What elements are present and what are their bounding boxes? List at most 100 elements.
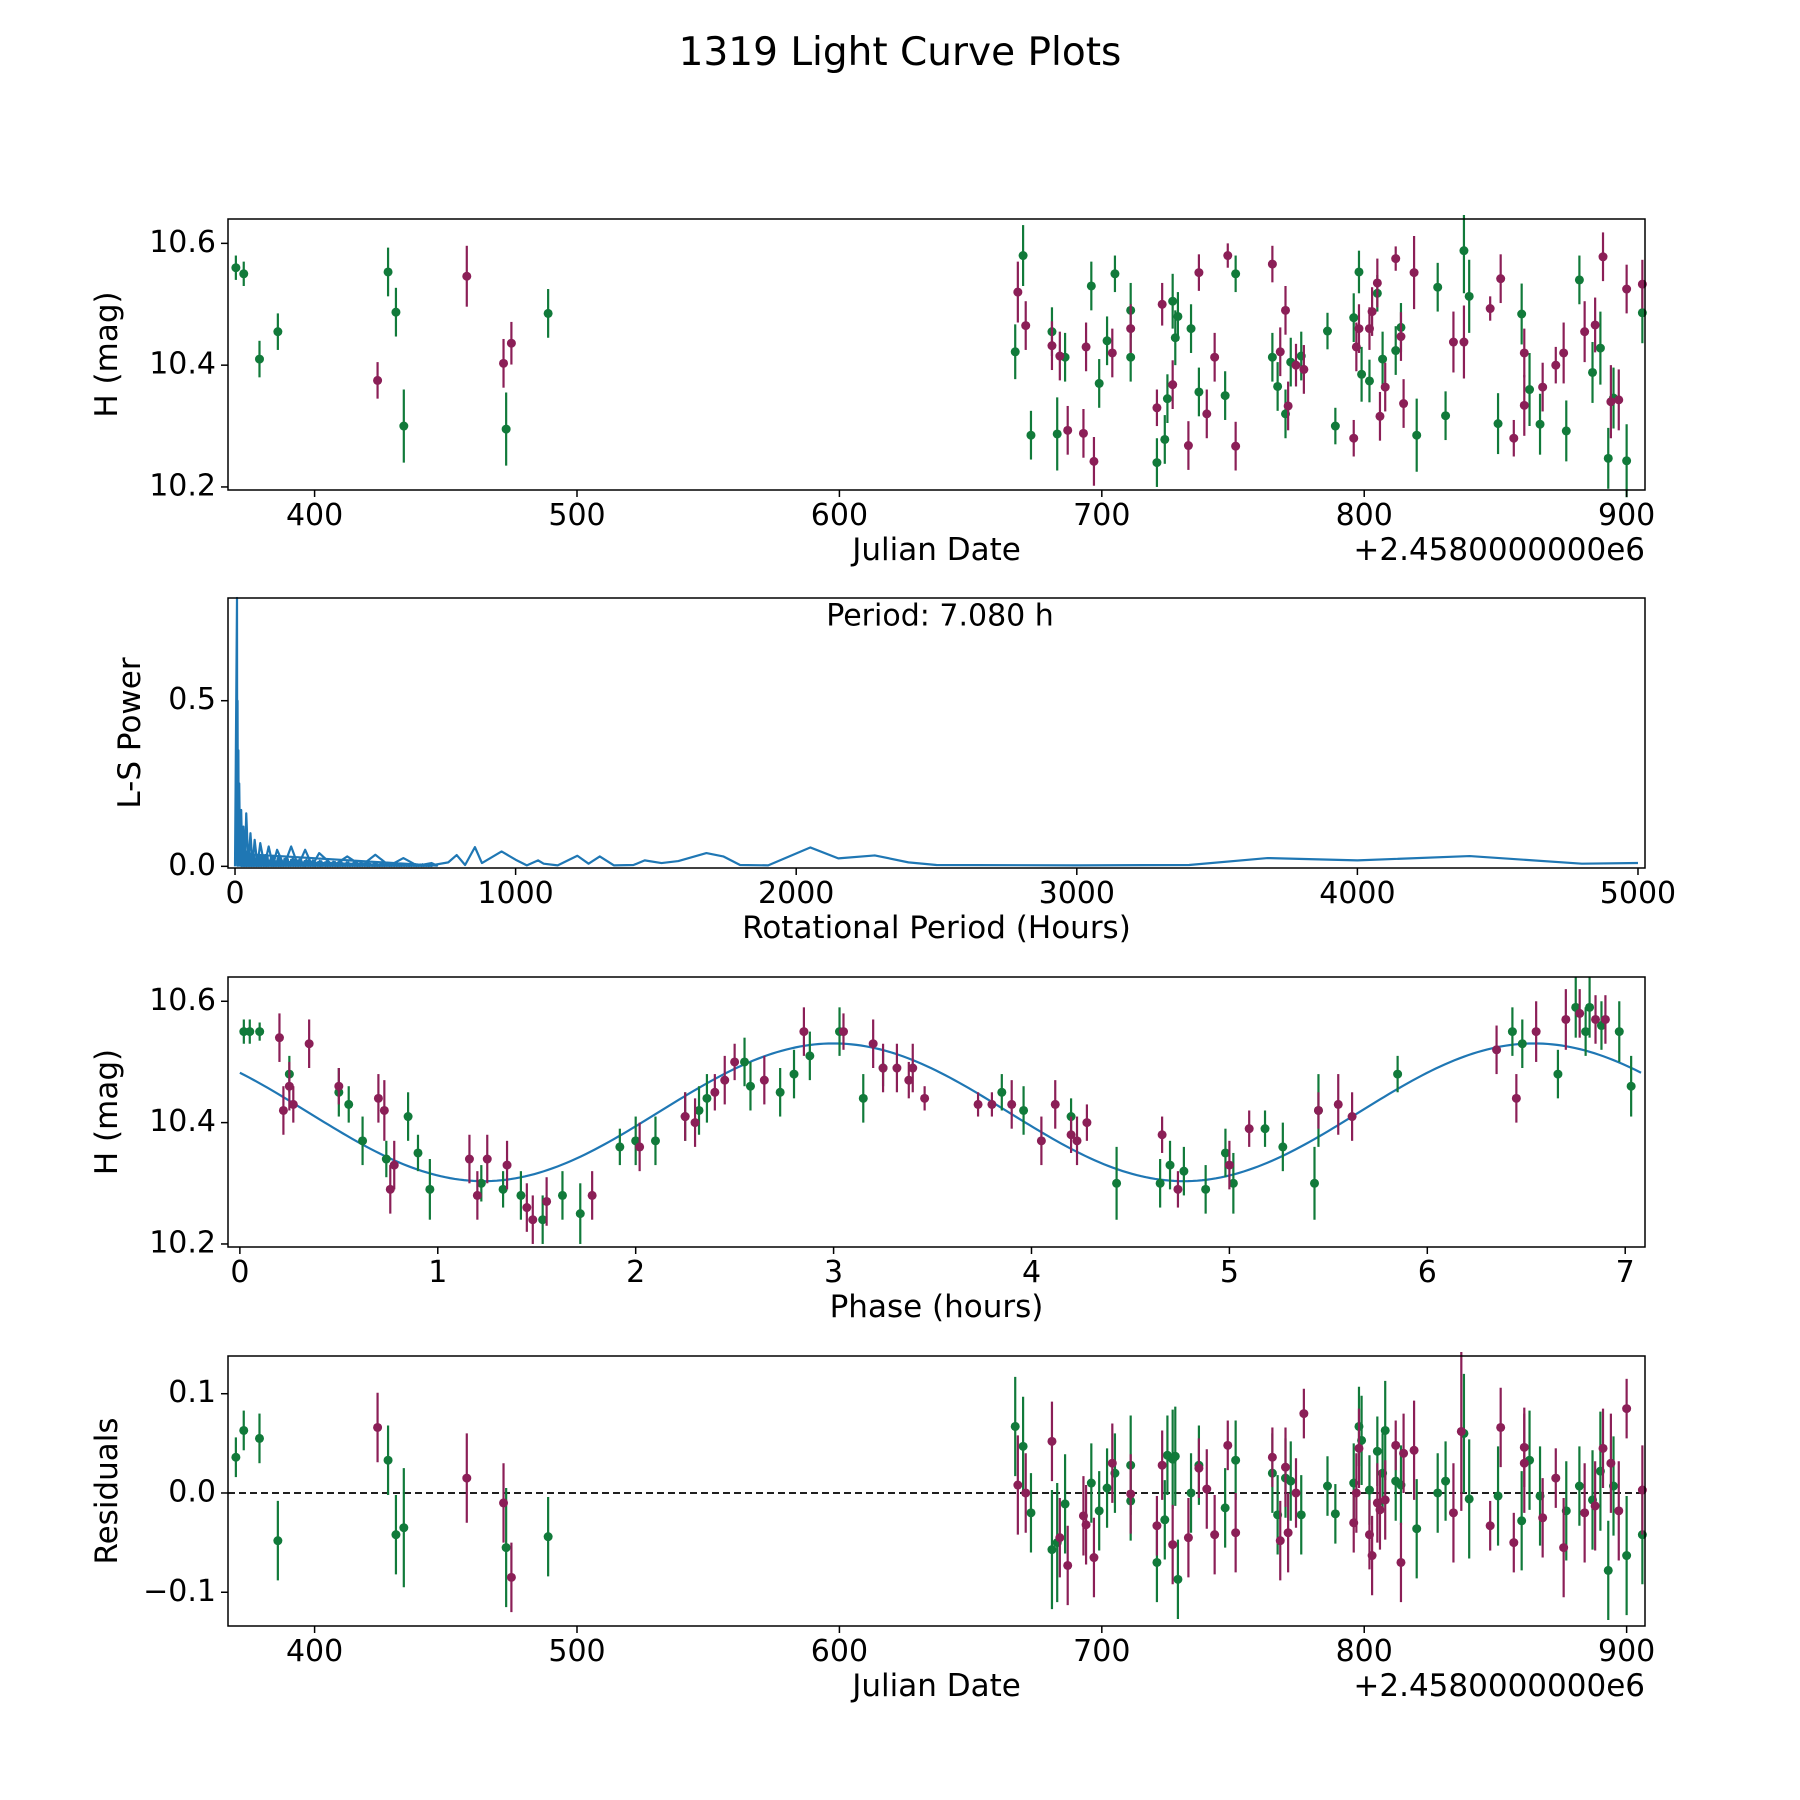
data-point: [542, 1196, 552, 1206]
data-point: [1026, 430, 1036, 440]
data-point: [1107, 348, 1117, 358]
data-point: [1086, 281, 1096, 291]
data-point: [344, 1099, 354, 1109]
data-point: [1412, 1524, 1422, 1534]
x-tick-label: 2: [626, 1255, 645, 1290]
data-point: [1493, 1491, 1503, 1501]
phased-panel: 0 1 2 3 4 5 6 7 10.2 10.4 10.6 Phase (hours) H (mag): [89, 976, 1646, 1325]
data-point: [1186, 324, 1196, 334]
data-point: [635, 1142, 645, 1152]
data-point: [1367, 307, 1377, 317]
data-point: [543, 308, 553, 318]
data-point: [476, 1178, 486, 1188]
data-point: [1511, 1093, 1521, 1103]
data-point: [1286, 1476, 1296, 1486]
x-tick-label: 1: [428, 1255, 447, 1290]
data-point: [1559, 348, 1569, 358]
sinusoid-model-curve: [239, 1042, 1642, 1183]
data-point: [1519, 348, 1529, 358]
data-point: [1380, 1425, 1390, 1435]
data-point: [1168, 380, 1178, 390]
data-point: [1275, 347, 1285, 357]
x-tick-label: 400: [286, 1634, 343, 1669]
data-point: [1052, 429, 1062, 439]
x-tick-label: 0: [225, 876, 244, 911]
data-point: [1525, 385, 1535, 395]
y-axis-label: H (mag): [89, 291, 125, 417]
data-point: [1152, 1557, 1162, 1567]
data-point: [1160, 1515, 1170, 1525]
data-point: [1459, 246, 1469, 256]
data-point: [1273, 381, 1283, 391]
y-tick-label: 10.2: [149, 1225, 216, 1260]
data-point: [997, 1087, 1007, 1097]
data-point: [1581, 1027, 1591, 1037]
data-point: [1456, 1426, 1466, 1436]
data-point: [1010, 1421, 1020, 1431]
x-tick-label: 400: [286, 498, 343, 533]
data-point: [1399, 1448, 1409, 1458]
data-point: [1082, 1118, 1092, 1128]
data-point: [1223, 1440, 1233, 1450]
data-point: [1231, 269, 1241, 279]
x-tick-label: 3000: [1039, 876, 1115, 911]
data-point: [1349, 313, 1359, 323]
data-point: [516, 1190, 526, 1200]
data-point: [522, 1203, 532, 1213]
data-point: [1507, 1027, 1517, 1037]
axes-frame: [227, 976, 1646, 1248]
data-point: [254, 1433, 264, 1443]
data-point: [1531, 1027, 1541, 1037]
data-point: [1399, 399, 1409, 409]
data-point: [1559, 1543, 1569, 1553]
data-point: [334, 1081, 344, 1091]
data-point: [1535, 419, 1545, 429]
data-point: [288, 1099, 298, 1109]
data-point: [1606, 1458, 1616, 1468]
data-point: [462, 1473, 472, 1483]
data-point: [1267, 352, 1277, 362]
x-tick-label: 6: [1418, 1255, 1437, 1290]
data-point: [745, 1081, 755, 1091]
data-point: [1459, 337, 1469, 347]
data-point: [501, 424, 511, 434]
data-point: [1590, 1501, 1600, 1511]
data-point: [1157, 299, 1167, 309]
data-point: [1380, 1495, 1390, 1505]
data-point: [1448, 337, 1458, 347]
data-point: [1551, 360, 1561, 370]
data-point: [1561, 1014, 1571, 1024]
data-point: [255, 1027, 265, 1037]
data-point: [1603, 453, 1613, 463]
data-point: [1173, 1184, 1183, 1194]
data-point: [1393, 1069, 1403, 1079]
data-point: [1313, 1105, 1323, 1115]
data-point: [892, 1063, 902, 1073]
data-point: [1060, 1499, 1070, 1509]
data-point: [1066, 1130, 1076, 1140]
data-point: [1179, 1166, 1189, 1176]
x-tick-label: 2000: [758, 876, 834, 911]
data-point: [1194, 1463, 1204, 1473]
data-point: [464, 1154, 474, 1164]
data-point: [1112, 1178, 1122, 1188]
y-axis-label: Residuals: [89, 1417, 125, 1564]
data-point: [1202, 409, 1212, 419]
data-point: [1322, 326, 1332, 336]
data-point: [231, 1452, 241, 1462]
data-point: [528, 1215, 538, 1225]
data-point: [383, 267, 393, 277]
data-point: [759, 1075, 769, 1085]
data-point: [1375, 1505, 1385, 1515]
data-point: [1553, 1069, 1563, 1079]
data-point: [1267, 1452, 1277, 1462]
data-point: [1094, 1506, 1104, 1516]
data-point: [1086, 1478, 1096, 1488]
data-point: [1492, 1045, 1502, 1055]
data-point: [1433, 1488, 1443, 1498]
x-tick-label: 600: [811, 1634, 868, 1669]
x-tick-label: 0: [230, 1255, 249, 1290]
data-point: [1380, 382, 1390, 392]
data-point: [1152, 458, 1162, 468]
data-point: [1194, 268, 1204, 278]
